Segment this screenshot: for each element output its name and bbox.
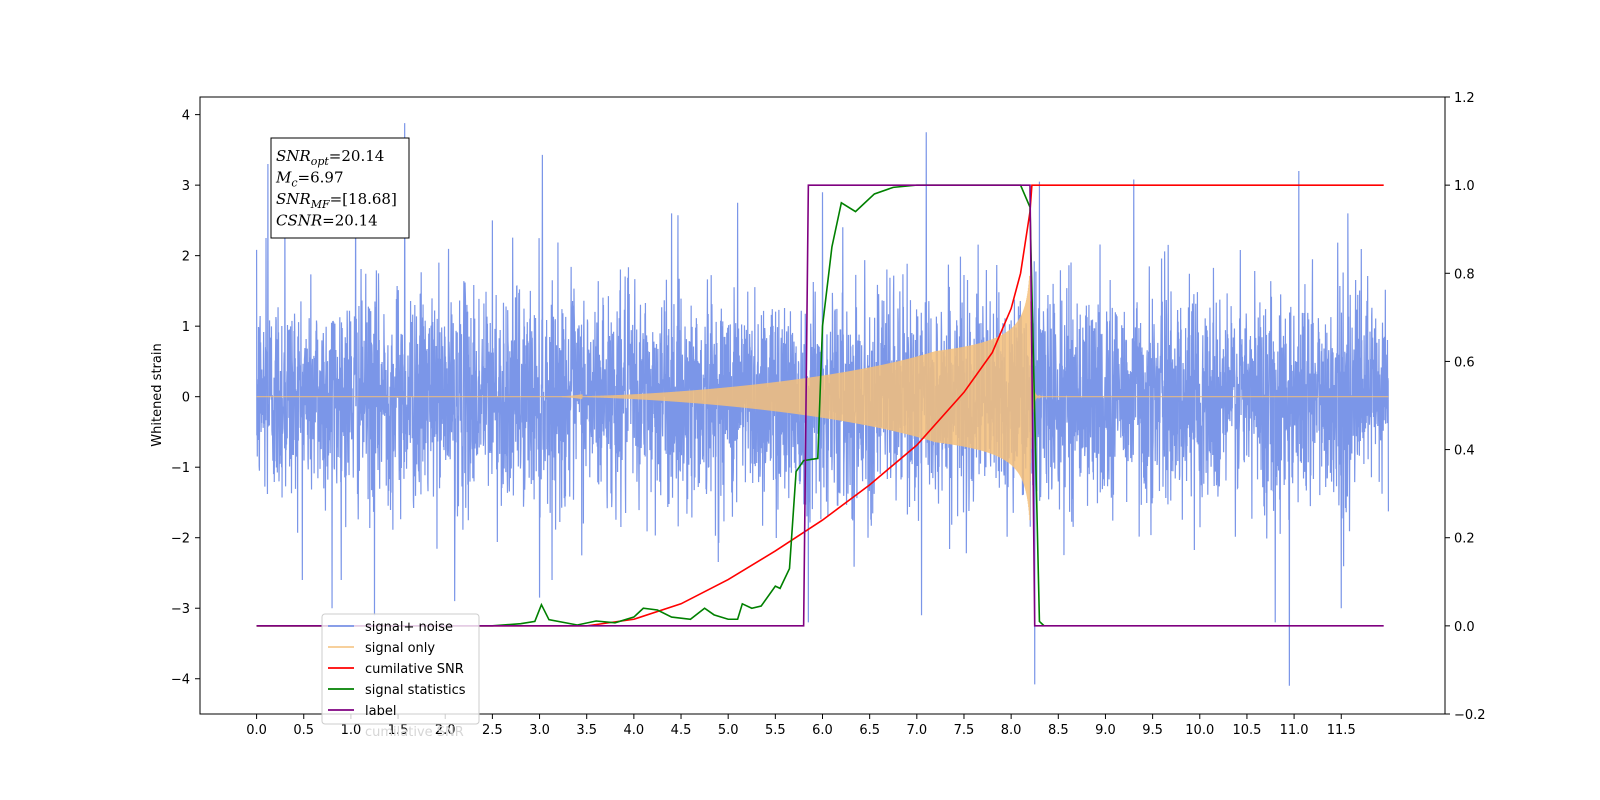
y-tick-label: 0 [182, 391, 190, 406]
x-tick-label: 7.5 [954, 723, 975, 738]
y2-tick-label: 0.4 [1454, 444, 1475, 459]
legend-entry-label: cumilative SNR [365, 662, 464, 677]
series-label-line [256, 184, 1384, 627]
series-signal-only-line [256, 275, 1389, 521]
legend-entry-label: cumilative SNR [365, 725, 464, 740]
series-signal-noise-line [255, 123, 1390, 686]
legend-entry-label: signal+ noise [365, 620, 453, 635]
y-tick-label: 4 [182, 109, 190, 124]
x-tick-label: 10.0 [1185, 723, 1214, 738]
y-tick-label: −2 [171, 532, 190, 547]
annotation-line: Mc=6.97 [275, 169, 344, 190]
y2-tick-label: 0.8 [1454, 267, 1475, 282]
x-tick-label: 0.5 [293, 723, 314, 738]
x-tick-label: 1.5 [388, 723, 409, 738]
annotation-line: SNRopt=20.14 [276, 147, 384, 168]
x-tick-label: 11.5 [1327, 723, 1356, 738]
y-tick-label: −4 [171, 673, 190, 688]
x-tick-label: 3.5 [576, 723, 597, 738]
axes: 0.0 0.5 1.0 1.5 2.0 2.5 3.0 3.5 4.0 4.5 5.0 5.5 6.0 6… [171, 91, 1486, 738]
legend-entry-label: signal only [365, 641, 435, 656]
x-tick-label: 5.5 [765, 723, 786, 738]
plot-area [255, 123, 1390, 686]
legend: signal+ noise signal only cumilative SNR si… [321, 613, 480, 740]
legend-entry-label: label [365, 704, 396, 719]
y-tick-label: −1 [171, 461, 190, 476]
y2-tick-label: 0.0 [1454, 620, 1475, 635]
x-tick-label: 1.0 [341, 723, 362, 738]
x-tick-label: 4.5 [671, 723, 692, 738]
x-tick-label: 10.5 [1232, 723, 1261, 738]
y-tick-label: 2 [182, 250, 190, 265]
y2-tick-label: 1.2 [1454, 91, 1475, 106]
x-tick-label: 2.5 [482, 723, 503, 738]
y2-tick-label: 0.6 [1454, 355, 1475, 370]
x-tick-label: 11.0 [1280, 723, 1309, 738]
series-cumilative-snr-line [256, 184, 1384, 627]
x-tick-label: 9.0 [1095, 723, 1116, 738]
annotation-frame [270, 137, 410, 239]
legend-entry-label: signal statistics [365, 683, 466, 698]
x-tick-label: 4.0 [624, 723, 645, 738]
series-signal-statistics-line [256, 184, 1045, 627]
x-tick-label: 7.0 [906, 723, 927, 738]
y-tick-label: −3 [171, 602, 190, 617]
y2-tick-label: 0.2 [1454, 532, 1475, 547]
x-tick-label: 6.0 [812, 723, 833, 738]
x-tick-label: 9.5 [1142, 723, 1163, 738]
y-tick-label: 3 [182, 179, 190, 194]
y-tick-label: 1 [182, 320, 190, 335]
x-tick-label: 0.0 [246, 723, 267, 738]
x-tick-label: 8.0 [1001, 723, 1022, 738]
y-axis-label: Whitened strain [150, 343, 165, 446]
x-tick-label: 2.0 [435, 723, 456, 738]
x-tick-label: 6.5 [859, 723, 880, 738]
annotation-line: SNRMF=[18.68] [276, 190, 397, 211]
annotation-line: CSNR=20.14 [276, 212, 378, 230]
x-tick-label: 5.0 [718, 723, 739, 738]
y2-tick-label: −0.2 [1454, 708, 1486, 723]
x-tick-label: 3.0 [529, 723, 550, 738]
legend-frame [321, 613, 480, 725]
y2-tick-label: 1.0 [1454, 179, 1475, 194]
x-tick-label: 8.5 [1048, 723, 1069, 738]
annotation-box: SNRopt=20.14Mc=6.97SNRMF=[18.68]CSNR=20.… [270, 137, 410, 239]
